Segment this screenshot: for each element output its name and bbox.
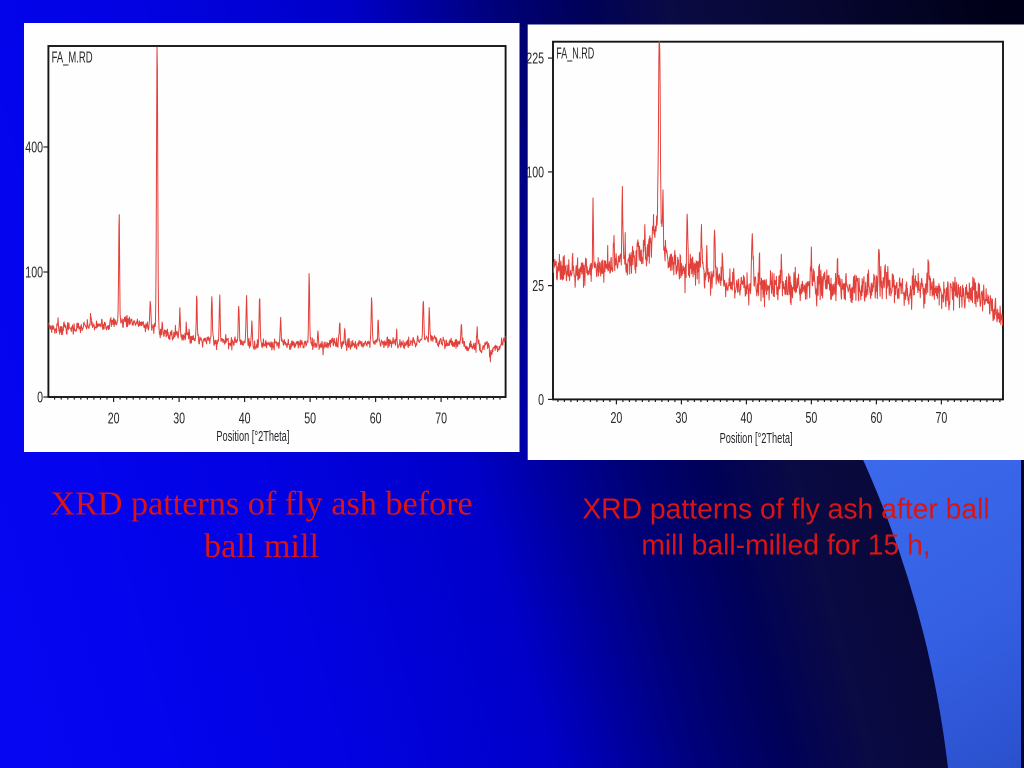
- svg-text:Position [°2Theta]: Position [°2Theta]: [216, 428, 289, 445]
- svg-text:25: 25: [532, 278, 544, 295]
- svg-text:60: 60: [370, 411, 382, 428]
- svg-text:mill ball-milled for 15 h,: mill ball-milled for 15 h,: [641, 529, 930, 561]
- svg-text:60: 60: [871, 410, 883, 427]
- svg-text:Position [°2Theta]: Position [°2Theta]: [720, 430, 793, 447]
- svg-text:30: 30: [676, 410, 688, 427]
- svg-text:XRD patterns of fly ash before: XRD patterns of fly ash before: [50, 486, 472, 523]
- svg-text:XRD patterns of fly ash after: XRD patterns of fly ash after ball: [582, 493, 989, 525]
- svg-text:70: 70: [435, 411, 447, 428]
- svg-text:40: 40: [239, 411, 251, 428]
- svg-text:20: 20: [611, 410, 623, 427]
- svg-text:50: 50: [806, 410, 818, 427]
- svg-text:40: 40: [741, 410, 753, 427]
- svg-text:FA_M.RD: FA_M.RD: [52, 50, 93, 67]
- svg-text:70: 70: [936, 410, 948, 427]
- svg-text:0: 0: [538, 392, 544, 409]
- svg-text:ball mill: ball mill: [204, 528, 319, 565]
- svg-text:30: 30: [173, 411, 185, 428]
- svg-text:400: 400: [25, 140, 43, 157]
- svg-text:100: 100: [526, 164, 544, 181]
- svg-text:225: 225: [526, 51, 544, 68]
- svg-text:0: 0: [37, 390, 43, 407]
- svg-text:100: 100: [25, 265, 43, 282]
- svg-text:20: 20: [108, 411, 120, 428]
- svg-text:FA_N.RD: FA_N.RD: [556, 46, 594, 63]
- svg-text:50: 50: [304, 411, 316, 428]
